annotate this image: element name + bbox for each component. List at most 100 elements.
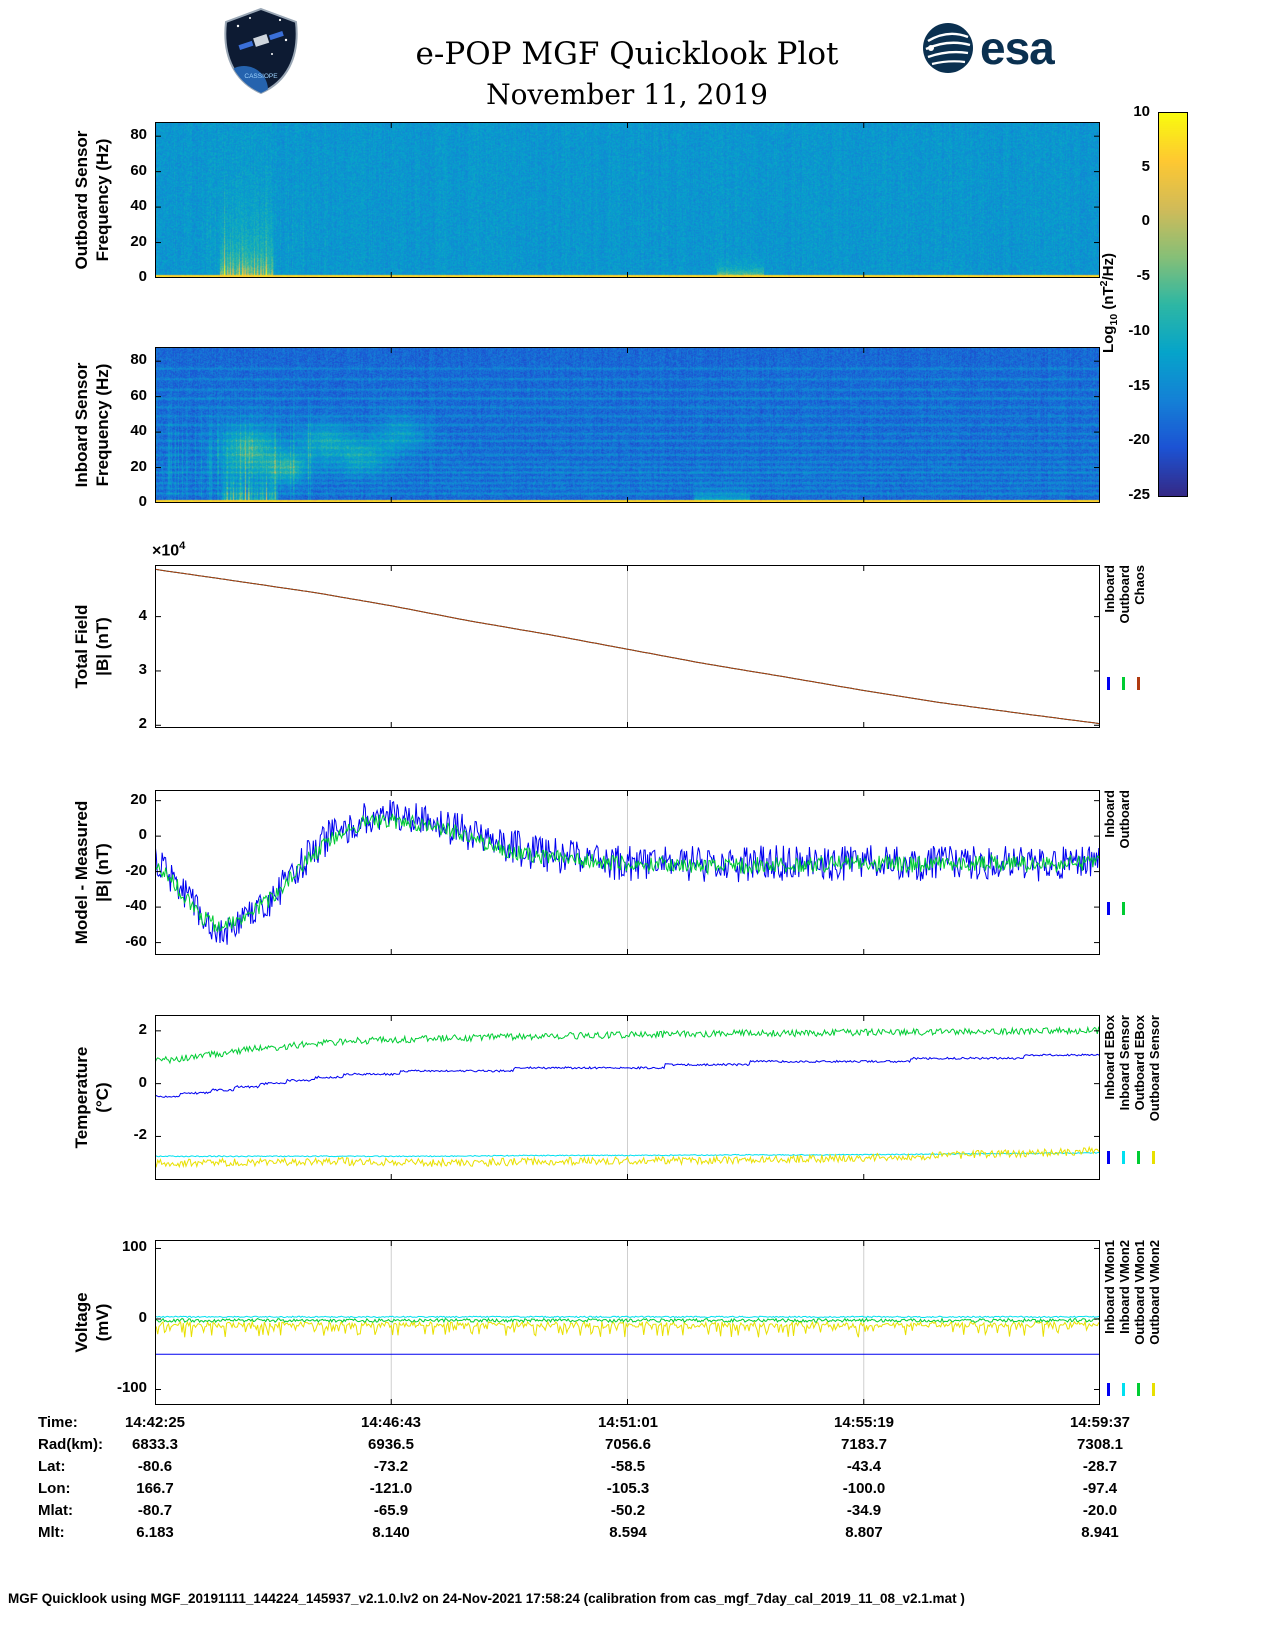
inboard-spectrogram-ytick: 40 bbox=[130, 422, 147, 440]
legend-swatch-inboard-ebox bbox=[1107, 1151, 1110, 1164]
legend-swatch-inboard-vmon2 bbox=[1122, 1383, 1125, 1396]
model-minus-measured-ytick: -60 bbox=[125, 932, 147, 950]
model-minus-measured-ytick: 20 bbox=[130, 790, 147, 808]
table-cell: 8.807 bbox=[845, 1524, 883, 1541]
total-field-ytick: 2 bbox=[138, 715, 147, 733]
series-inboard-vmon2 bbox=[155, 1315, 1100, 1319]
legend-label-outboard-vmon2: Outboard VMon2 bbox=[1147, 1240, 1162, 1345]
legend-swatch-inboard-sensor bbox=[1122, 1151, 1125, 1164]
table-cell: 8.140 bbox=[372, 1524, 410, 1541]
page-title: e-POP MGF Quicklook Plot bbox=[415, 36, 839, 72]
legend-swatch-outboard-vmon2 bbox=[1152, 1383, 1155, 1396]
footer-caption: MGF Quicklook using MGF_20191111_144224_… bbox=[8, 1591, 965, 1606]
table-row-label-lat: Lat: bbox=[38, 1458, 66, 1475]
legend-label-chaos: Chaos bbox=[1132, 565, 1147, 605]
inboard-spectrogram-axes bbox=[155, 347, 1100, 503]
inboard-spectrogram-ytick: 80 bbox=[130, 351, 147, 369]
series-inboard bbox=[155, 799, 1100, 945]
page-date: November 11, 2019 bbox=[486, 78, 768, 111]
temperature-plot bbox=[155, 1015, 1100, 1180]
voltage-ytick: 100 bbox=[121, 1238, 147, 1256]
voltage-ytick: -100 bbox=[116, 1379, 147, 1397]
table-cell: 6.183 bbox=[136, 1524, 174, 1541]
outboard-spectrogram-ytick: 80 bbox=[130, 126, 147, 144]
temperature-ytick: -2 bbox=[133, 1126, 147, 1144]
legend-label-outboard-ebox: Outboard EBox bbox=[1132, 1015, 1147, 1111]
model-minus-measured-plot bbox=[155, 790, 1100, 955]
voltage-legend: Inboard VMon1 Inboard VMon2 Outboard VMon1… bbox=[1102, 1240, 1172, 1405]
legend-label-inboard-sensor: Inboard Sensor bbox=[1117, 1015, 1132, 1111]
legend-swatch-inboard bbox=[1107, 677, 1110, 690]
table-cell: -20.0 bbox=[1082, 1502, 1118, 1519]
table-cell: -50.2 bbox=[610, 1502, 646, 1519]
table-cell: -65.9 bbox=[373, 1502, 409, 1519]
series-inboard-sensor bbox=[155, 1151, 1100, 1158]
legend-label-outboard: Outboard bbox=[1117, 565, 1132, 624]
series-chaos bbox=[155, 568, 1100, 725]
legend-label-inboard-ebox: Inboard EBox bbox=[1102, 1015, 1117, 1100]
table-row-label-time: Time: bbox=[38, 1414, 78, 1431]
legend-swatch-inboard-vmon1 bbox=[1107, 1383, 1110, 1396]
total-field-ytick: 4 bbox=[138, 606, 147, 624]
model-minus-measured-legend: Inboard Outboard bbox=[1102, 790, 1172, 955]
table-cell: -43.4 bbox=[846, 1458, 882, 1475]
inboard-spectrogram-canvas bbox=[155, 347, 1100, 503]
colorbar-tick: 5 bbox=[1141, 157, 1150, 175]
colorbar-tick: -5 bbox=[1136, 267, 1150, 285]
patch-satellite bbox=[238, 30, 284, 50]
legend-swatch-chaos bbox=[1137, 677, 1140, 690]
series-outboard-sensor bbox=[155, 1145, 1100, 1169]
temperature-ytick: 0 bbox=[138, 1073, 147, 1091]
table-cell: 14:51:01 bbox=[597, 1414, 659, 1431]
colorbar-tick: -25 bbox=[1128, 486, 1150, 503]
table-cell: -105.3 bbox=[606, 1480, 650, 1497]
series-outboard-vmon1 bbox=[155, 1317, 1100, 1324]
legend-label-inboard: Inboard bbox=[1102, 790, 1117, 838]
legend-swatch-outboard-vmon1 bbox=[1137, 1383, 1140, 1396]
table-cell: -80.6 bbox=[137, 1458, 173, 1475]
table-row-label-radkm: Rad(km): bbox=[38, 1436, 104, 1453]
legend-swatch-outboard bbox=[1122, 902, 1125, 915]
colorbar-tick: -15 bbox=[1128, 376, 1150, 394]
legend-swatch-inboard bbox=[1107, 902, 1110, 915]
table-cell: 7056.6 bbox=[605, 1436, 651, 1453]
total-field-plot bbox=[155, 565, 1100, 728]
outboard-spectrogram-ytick: 0 bbox=[138, 268, 147, 285]
temperature-ytick: 2 bbox=[138, 1020, 147, 1038]
legend-label-outboard-vmon1: Outboard VMon1 bbox=[1132, 1240, 1147, 1345]
esa-logo: esa bbox=[922, 22, 1055, 74]
voltage-ytick: 0 bbox=[138, 1308, 147, 1326]
table-cell: 14:55:19 bbox=[833, 1414, 895, 1431]
table-cell: 7308.1 bbox=[1077, 1436, 1123, 1453]
model-minus-measured-ytick: -40 bbox=[125, 897, 147, 915]
series-outboard bbox=[155, 813, 1100, 933]
outboard-spectrogram-ytick: 60 bbox=[130, 161, 147, 179]
outboard-spectrogram-axes bbox=[155, 122, 1100, 278]
colorbar-tick: 10 bbox=[1133, 103, 1150, 120]
table-row-label-mlat: Mlat: bbox=[38, 1502, 73, 1519]
total-field-ytick: 3 bbox=[138, 660, 147, 678]
voltage-plot bbox=[155, 1240, 1100, 1405]
colorbar-unit-label: Log10 (nT2/Hz) bbox=[1098, 252, 1120, 354]
table-row-label-mlt: Mlt: bbox=[38, 1524, 65, 1541]
total-field-ylabel: Total Field |B| (nT) bbox=[72, 604, 112, 689]
series-inboard-ebox bbox=[155, 1053, 1100, 1098]
series-outboard-vmon2 bbox=[155, 1319, 1100, 1338]
patch-mission-name: CASSIOPE bbox=[244, 73, 278, 80]
table-cell: -34.9 bbox=[846, 1502, 882, 1519]
table-row-label-lon: Lon: bbox=[38, 1480, 71, 1497]
table-cell: -97.4 bbox=[1082, 1480, 1118, 1497]
table-cell: 7183.7 bbox=[841, 1436, 887, 1453]
table-cell: -73.2 bbox=[373, 1458, 409, 1475]
colorbar-tick: 0 bbox=[1141, 212, 1150, 230]
table-cell: 8.941 bbox=[1081, 1524, 1119, 1541]
legend-swatch-outboard bbox=[1122, 677, 1125, 690]
colorbar-tick: -20 bbox=[1128, 431, 1150, 449]
inboard-spectrogram-ytick: 0 bbox=[138, 493, 147, 510]
temperature-ylabel: Temperature (°C) bbox=[72, 1046, 112, 1149]
total-field-scale-label: ×104 bbox=[152, 540, 186, 560]
table-cell: 166.7 bbox=[136, 1480, 174, 1497]
total-field-legend: Inboard Outboard Chaos bbox=[1102, 565, 1172, 728]
colorbar bbox=[1158, 112, 1188, 497]
